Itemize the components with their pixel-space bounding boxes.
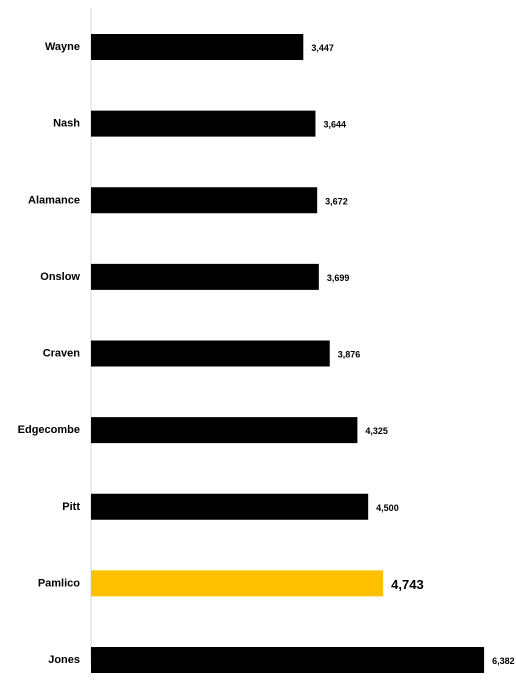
category-label: Pitt: [62, 501, 80, 513]
category-label: Craven: [43, 348, 81, 360]
bar-pitt: [91, 494, 368, 520]
data-label: 3,644: [323, 120, 346, 130]
data-label: 4,500: [376, 503, 399, 513]
category-label: Wayne: [45, 41, 80, 53]
bar-onslow: [91, 264, 319, 290]
data-label: 6,382: [492, 656, 515, 666]
category-label: Onslow: [40, 271, 80, 283]
data-label: 3,672: [325, 196, 348, 206]
bar-pamlico: [91, 570, 383, 596]
category-label: Nash: [53, 118, 80, 130]
category-label: Pamlico: [38, 577, 80, 589]
bar-wayne: [91, 34, 303, 60]
data-label: 4,325: [365, 426, 388, 436]
data-label: 3,447: [311, 43, 334, 53]
bar-edgecombe: [91, 417, 357, 443]
bar-alamance: [91, 187, 317, 213]
data-label: 3,876: [338, 350, 361, 360]
bar-nash: [91, 111, 315, 137]
category-label: Alamance: [28, 194, 80, 206]
category-label: Edgecombe: [18, 424, 80, 436]
data-label: 4,743: [391, 577, 424, 592]
category-label: Jones: [48, 654, 80, 666]
bar-craven: [91, 341, 330, 367]
bar-jones: [91, 647, 484, 673]
data-label: 3,699: [327, 273, 350, 283]
